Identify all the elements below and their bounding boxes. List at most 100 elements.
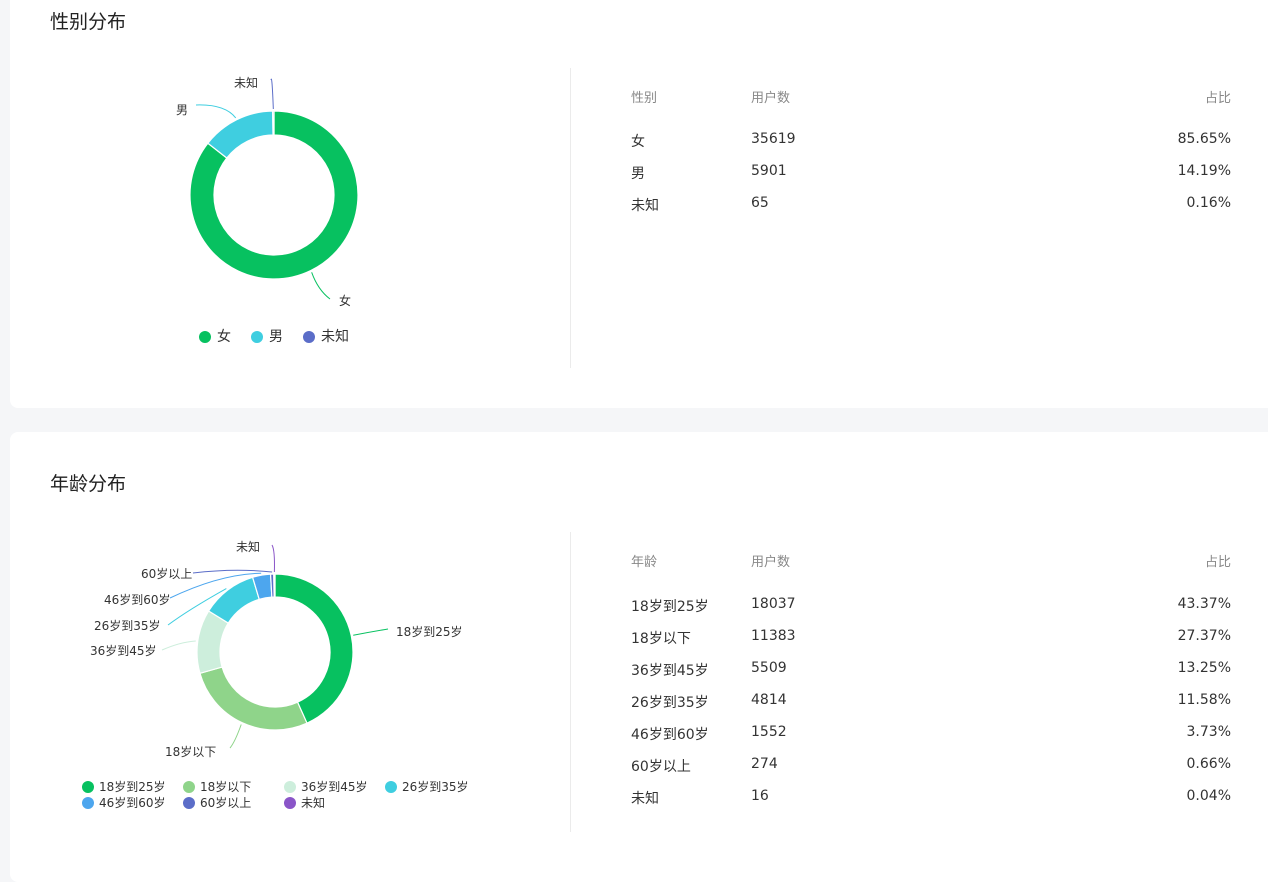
legend-item[interactable]: 46岁到60岁 [82, 795, 179, 811]
leader-line-2 [161, 640, 196, 651]
table-row: 未知 16 0.04% [631, 788, 1231, 808]
table-row: 26岁到35岁 4814 11.58% [631, 692, 1231, 712]
leader-line-0 [353, 628, 389, 636]
row-label: 未知 [631, 791, 659, 807]
legend-label: 18岁到25岁 [99, 780, 166, 794]
row-label: 36岁到45岁 [631, 663, 709, 679]
leader-line-5 [192, 569, 273, 574]
row-count: 16 [751, 788, 769, 804]
leader-line-1 [195, 104, 237, 119]
section-divider [570, 532, 571, 832]
row-ratio: 14.19% [1177, 163, 1231, 179]
slice-label-0: 18岁到25岁 [396, 624, 463, 639]
table-row: 18岁以下 11383 27.37% [631, 628, 1231, 648]
slice-label-2: 未知 [234, 76, 258, 90]
slice-label-1: 18岁以下 [165, 744, 216, 759]
legend-item[interactable]: 女 [199, 327, 247, 347]
row-count: 1552 [751, 724, 787, 740]
donut-slice-1[interactable] [207, 110, 274, 159]
header-age: 年龄 [631, 555, 658, 570]
row-count: 274 [751, 756, 778, 772]
header-ratio: 占比 [1204, 91, 1231, 106]
legend-label: 26岁到35岁 [402, 780, 469, 794]
slice-label-6: 未知 [236, 540, 260, 554]
table-header: 性别 用户数 占比 [631, 87, 1231, 107]
row-ratio: 27.37% [1177, 628, 1231, 644]
leader-line-4 [169, 572, 262, 599]
header-user-count: 用户数 [751, 555, 791, 570]
legend-label: 女 [217, 329, 231, 345]
legend-dot [199, 331, 211, 343]
slice-label-2: 36岁到45岁 [90, 643, 157, 658]
slice-label-3: 26岁到35岁 [94, 618, 161, 633]
donut-slice-6[interactable] [273, 573, 276, 598]
row-label: 60岁以上 [631, 759, 691, 775]
donut-slice-3[interactable] [207, 576, 260, 624]
gender-donut-chart: 女 男 未知 [176, 76, 359, 308]
table-row: 18岁到25岁 18037 43.37% [631, 596, 1231, 616]
age-section-title: 年龄分布 [50, 473, 127, 495]
legend-item[interactable]: 男 [251, 327, 299, 347]
legend-dot [284, 797, 296, 809]
row-count: 11383 [751, 628, 796, 644]
legend-item[interactable]: 18岁到25岁 [82, 779, 179, 795]
legend-dot [284, 781, 296, 793]
row-ratio: 0.66% [1186, 756, 1231, 772]
row-ratio: 0.16% [1186, 195, 1231, 211]
age-distribution-card: 年龄分布 18岁到25岁 18岁以下 36岁到45岁 26岁到35岁 46岁到60岁 60… [10, 432, 1268, 882]
table-row: 女 35619 85.65% [631, 131, 1231, 151]
slice-label-1: 男 [176, 103, 188, 117]
slice-label-5: 60岁以上 [141, 566, 192, 581]
row-label: 未知 [631, 198, 659, 214]
legend-dot [183, 797, 195, 809]
legend-dot [251, 331, 263, 343]
leader-line-2 [270, 78, 274, 110]
leader-line-1 [229, 724, 242, 749]
row-label: 18岁以下 [631, 631, 691, 647]
section-divider [570, 68, 571, 368]
table-header: 年龄 用户数 占比 [631, 551, 1231, 571]
row-count: 5901 [751, 163, 787, 179]
slice-label-0: 女 [339, 293, 351, 308]
leader-line-0 [311, 272, 331, 300]
donut-slice-0[interactable] [189, 110, 359, 280]
table-row: 60岁以上 274 0.66% [631, 756, 1231, 776]
row-ratio: 0.04% [1186, 788, 1231, 804]
legend-dot [82, 781, 94, 793]
legend-item[interactable]: 60岁以上 [183, 795, 280, 811]
gender-distribution-card: 性别分布 女男未知 女男未知 性别 用户数 占比 女 35619 85.65% … [10, 0, 1268, 408]
legend-label: 未知 [321, 329, 349, 345]
header-ratio: 占比 [1204, 555, 1231, 570]
legend-dot [183, 781, 195, 793]
legend-item[interactable]: 26岁到35岁 [385, 779, 482, 795]
legend-item[interactable]: 未知 [303, 327, 351, 347]
table-row: 男 5901 14.19% [631, 163, 1231, 183]
row-ratio: 13.25% [1177, 660, 1231, 676]
gender-section-title: 性别分布 [50, 11, 127, 33]
header-user-count: 用户数 [751, 91, 791, 106]
legend-label: 18岁以下 [200, 780, 252, 794]
donut-slice-1[interactable] [199, 666, 308, 731]
legend-label: 36岁到45岁 [301, 780, 368, 794]
row-count: 18037 [751, 596, 796, 612]
table-row: 36岁到45岁 5509 13.25% [631, 660, 1231, 680]
row-label: 26岁到35岁 [631, 695, 709, 711]
row-count: 5509 [751, 660, 787, 676]
slice-label-4: 46岁到60岁 [104, 592, 171, 607]
table-row: 未知 65 0.16% [631, 195, 1231, 215]
legend-label: 60岁以上 [200, 796, 252, 810]
leader-line-6 [271, 544, 275, 573]
legend-dot [385, 781, 397, 793]
row-count: 35619 [751, 131, 796, 147]
age-donut-chart: 18岁到25岁 18岁以下 36岁到45岁 26岁到35岁 46岁到60岁 60岁以上 未知 [90, 540, 463, 759]
legend-item[interactable]: 18岁以下 [183, 779, 280, 795]
legend-dot [82, 797, 94, 809]
donut-slice-2[interactable] [272, 110, 275, 136]
legend-label: 男 [269, 329, 283, 345]
row-count: 4814 [751, 692, 787, 708]
legend-item[interactable]: 未知 [284, 795, 381, 811]
row-label: 46岁到60岁 [631, 727, 709, 743]
donut-slice-0[interactable] [274, 573, 354, 724]
legend-item[interactable]: 36岁到45岁 [284, 779, 381, 795]
row-count: 65 [751, 195, 769, 211]
